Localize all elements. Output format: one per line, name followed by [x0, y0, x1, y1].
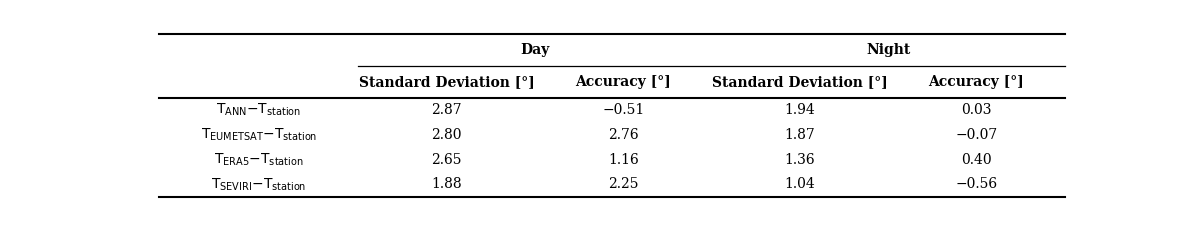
Text: Accuracy [°]: Accuracy [°] [576, 75, 671, 89]
Text: −0.51: −0.51 [602, 103, 645, 117]
Text: −0.56: −0.56 [955, 177, 998, 191]
Text: 2.87: 2.87 [431, 103, 462, 117]
Text: 2.25: 2.25 [608, 177, 639, 191]
Text: 1.36: 1.36 [784, 153, 815, 167]
Text: −0.07: −0.07 [955, 128, 998, 142]
Text: $\mathrm{T}_{\mathrm{ERA5}}\mathrm{-T}_{\mathrm{station}}$: $\mathrm{T}_{\mathrm{ERA5}}\mathrm{-T}_{… [214, 151, 303, 168]
Text: 2.76: 2.76 [608, 128, 639, 142]
Text: 1.94: 1.94 [784, 103, 815, 117]
Text: $\mathrm{T}_{\mathrm{SEVIRI}}\mathrm{-T}_{\mathrm{station}}$: $\mathrm{T}_{\mathrm{SEVIRI}}\mathrm{-T}… [211, 176, 307, 192]
Text: 1.04: 1.04 [784, 177, 815, 191]
Text: 0.03: 0.03 [961, 103, 992, 117]
Text: 1.16: 1.16 [608, 153, 639, 167]
Text: Day: Day [520, 43, 550, 57]
Text: $\mathrm{T}_{\mathrm{EUMETSAT}}\mathrm{-T}_{\mathrm{station}}$: $\mathrm{T}_{\mathrm{EUMETSAT}}\mathrm{-… [200, 127, 316, 143]
Text: 2.80: 2.80 [431, 128, 462, 142]
Text: $\mathrm{T}_{\mathrm{ANN}}\mathrm{-T}_{\mathrm{station}}$: $\mathrm{T}_{\mathrm{ANN}}\mathrm{-T}_{\… [216, 102, 301, 118]
Text: 1.87: 1.87 [784, 128, 815, 142]
Text: 1.88: 1.88 [431, 177, 462, 191]
Text: Standard Deviation [°]: Standard Deviation [°] [359, 75, 534, 89]
Text: Night: Night [866, 43, 910, 57]
Text: Standard Deviation [°]: Standard Deviation [°] [712, 75, 888, 89]
Text: 2.65: 2.65 [431, 153, 462, 167]
Text: Accuracy [°]: Accuracy [°] [929, 75, 1024, 89]
Text: 0.40: 0.40 [961, 153, 992, 167]
